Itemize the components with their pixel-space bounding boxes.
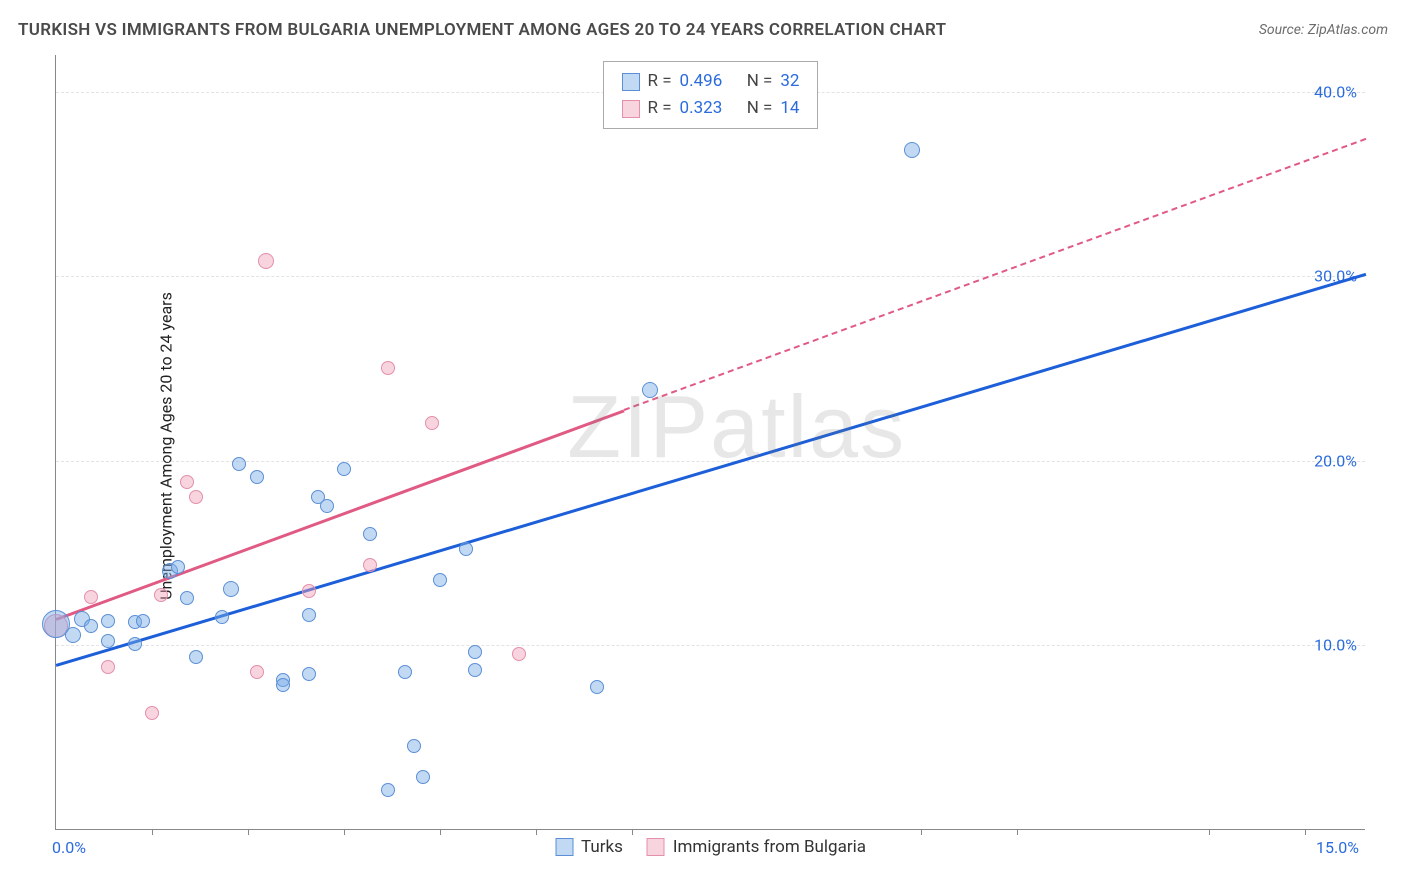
series-legend: Turks Immigrants from Bulgaria bbox=[555, 837, 866, 857]
swatch-bulgaria bbox=[622, 100, 640, 118]
data-point bbox=[320, 499, 334, 513]
data-point bbox=[101, 634, 115, 648]
swatch-turks bbox=[555, 838, 573, 856]
data-point bbox=[642, 382, 658, 398]
data-point bbox=[433, 573, 447, 587]
swatch-bulgaria bbox=[647, 838, 665, 856]
legend-bulgaria-n: 14 bbox=[780, 95, 799, 122]
x-tick-mark bbox=[1209, 829, 1210, 835]
y-tick-label: 10.0% bbox=[1314, 636, 1357, 655]
data-point bbox=[189, 650, 203, 664]
data-point bbox=[302, 608, 316, 622]
data-point bbox=[302, 584, 316, 598]
data-point bbox=[65, 627, 81, 643]
data-point bbox=[337, 462, 351, 476]
grid-line bbox=[56, 645, 1365, 646]
legend-row-turks: R = 0.496 N = 32 bbox=[622, 68, 800, 95]
data-point bbox=[223, 581, 239, 597]
x-tick-mark bbox=[248, 829, 249, 835]
source-label: Source: ZipAtlas.com bbox=[1259, 22, 1388, 38]
data-point bbox=[904, 142, 920, 158]
correlation-legend: R = 0.496 N = 32 R = 0.323 N = 14 bbox=[603, 61, 819, 129]
data-point bbox=[250, 470, 264, 484]
data-point bbox=[145, 706, 159, 720]
data-point bbox=[171, 560, 185, 574]
x-tick-mark bbox=[1305, 829, 1306, 835]
data-point bbox=[189, 490, 203, 504]
legend-turks-n: 32 bbox=[780, 68, 799, 95]
legend-label-bulgaria: Immigrants from Bulgaria bbox=[673, 837, 866, 857]
data-point bbox=[398, 665, 412, 679]
legend-item-turks: Turks bbox=[555, 837, 623, 857]
data-point bbox=[425, 416, 439, 430]
data-point bbox=[468, 645, 482, 659]
data-point bbox=[180, 591, 194, 605]
legend-r-label: R = bbox=[648, 68, 672, 95]
data-point bbox=[363, 527, 377, 541]
swatch-turks bbox=[622, 73, 640, 91]
x-tick-mark bbox=[1017, 829, 1018, 835]
data-point bbox=[101, 614, 115, 628]
x-tick-mark bbox=[440, 829, 441, 835]
x-tick-mark bbox=[632, 829, 633, 835]
data-point bbox=[512, 647, 526, 661]
legend-row-bulgaria: R = 0.323 N = 14 bbox=[622, 95, 800, 122]
y-tick-label: 20.0% bbox=[1314, 451, 1357, 470]
data-point bbox=[468, 663, 482, 677]
legend-n-label: N = bbox=[747, 95, 773, 122]
x-tick-label: 15.0% bbox=[1316, 838, 1359, 857]
legend-r-label: R = bbox=[648, 95, 672, 122]
data-point bbox=[128, 637, 142, 651]
plot-area: 10.0%20.0%30.0%40.0%0.0%15.0% ZIPatlas R… bbox=[55, 55, 1365, 830]
data-point bbox=[590, 680, 604, 694]
data-point bbox=[215, 610, 229, 624]
x-tick-mark bbox=[536, 829, 537, 835]
y-tick-label: 40.0% bbox=[1314, 82, 1357, 101]
data-point bbox=[302, 667, 316, 681]
data-point bbox=[363, 558, 377, 572]
data-point bbox=[101, 660, 115, 674]
data-point bbox=[459, 542, 473, 556]
data-point bbox=[232, 457, 246, 471]
chart-title: TURKISH VS IMMIGRANTS FROM BULGARIA UNEM… bbox=[18, 20, 946, 40]
trend-line bbox=[56, 273, 1367, 667]
data-point bbox=[276, 678, 290, 692]
data-point bbox=[381, 783, 395, 797]
plot-inner: 10.0%20.0%30.0%40.0%0.0%15.0% bbox=[56, 55, 1365, 829]
data-point bbox=[180, 475, 194, 489]
legend-n-label: N = bbox=[747, 68, 773, 95]
data-point bbox=[84, 619, 98, 633]
data-point bbox=[407, 739, 421, 753]
trend-line bbox=[56, 409, 625, 620]
x-tick-mark bbox=[344, 829, 345, 835]
x-tick-mark bbox=[921, 829, 922, 835]
legend-label-turks: Turks bbox=[581, 837, 623, 857]
grid-line bbox=[56, 276, 1365, 277]
trend-line bbox=[623, 138, 1366, 411]
legend-item-bulgaria: Immigrants from Bulgaria bbox=[647, 837, 866, 857]
data-point bbox=[381, 361, 395, 375]
data-point bbox=[84, 590, 98, 604]
legend-bulgaria-r: 0.323 bbox=[680, 95, 723, 122]
data-point bbox=[416, 770, 430, 784]
grid-line bbox=[56, 461, 1365, 462]
data-point bbox=[250, 665, 264, 679]
legend-turks-r: 0.496 bbox=[680, 68, 723, 95]
data-point bbox=[258, 253, 274, 269]
x-tick-mark bbox=[152, 829, 153, 835]
data-point bbox=[154, 588, 168, 602]
x-tick-label: 0.0% bbox=[52, 838, 86, 857]
data-point bbox=[136, 614, 150, 628]
